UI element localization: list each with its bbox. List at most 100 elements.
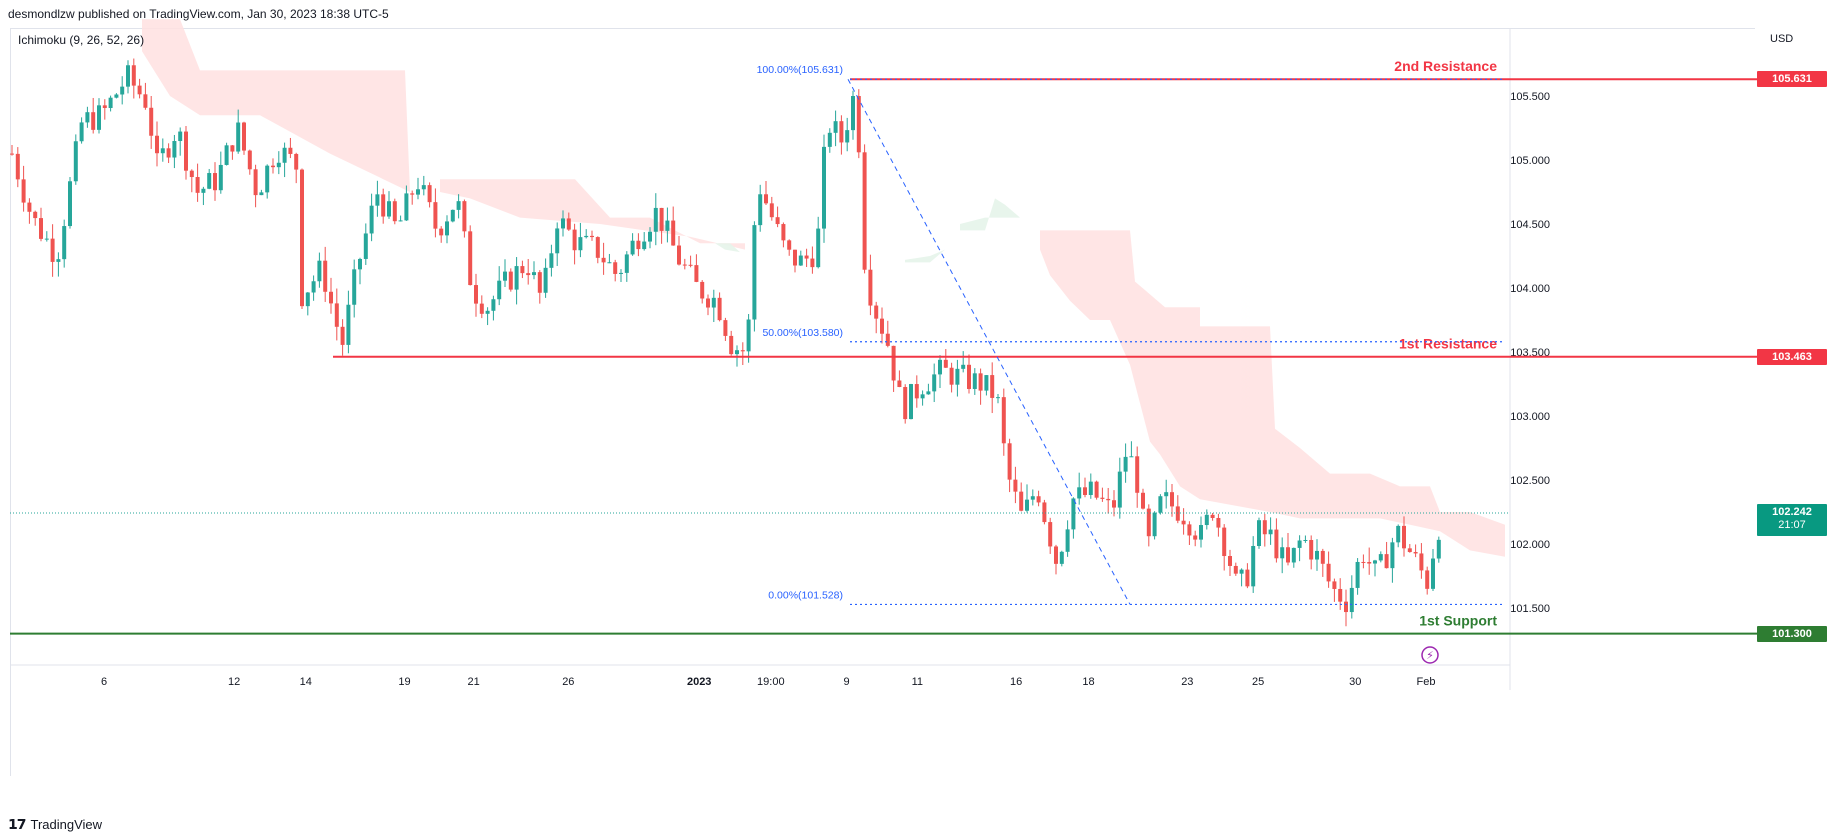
candle-body <box>468 231 473 286</box>
candle-body <box>1146 508 1151 537</box>
candle-body <box>914 384 919 399</box>
candle-body <box>1007 443 1012 480</box>
candle-body <box>259 192 264 196</box>
x-tick-label: 11 <box>912 676 923 688</box>
candle-body <box>1181 520 1186 525</box>
candle-body <box>642 241 647 250</box>
candle-body <box>636 240 641 250</box>
candle-body <box>62 226 67 260</box>
candle-body <box>822 146 826 229</box>
candle-body <box>1164 492 1169 497</box>
candle-body <box>282 147 287 163</box>
candle-body <box>439 228 444 236</box>
candle-body <box>207 173 212 189</box>
candle-body <box>590 235 594 238</box>
candle-body <box>700 281 705 299</box>
candle-body <box>735 350 739 355</box>
candle-body <box>392 201 397 222</box>
candle-body <box>50 238 55 262</box>
candle-body <box>874 305 879 319</box>
candle-body <box>665 220 670 231</box>
candle-body <box>375 194 380 206</box>
candle-body <box>984 375 989 391</box>
candle-body <box>1425 570 1430 589</box>
candle-body <box>416 189 420 195</box>
candle-body <box>1204 514 1209 526</box>
candle-body <box>1349 587 1354 613</box>
candle-body <box>427 185 432 203</box>
lightning-icon: ⚡ <box>1426 649 1434 662</box>
candle-body <box>532 272 536 276</box>
candle-body <box>1436 539 1441 559</box>
candle-body <box>276 162 281 168</box>
x-tick-label: 12 <box>228 676 240 688</box>
ichimoku-cloud-bullish <box>715 243 740 253</box>
candle-body <box>166 148 171 158</box>
candle-body <box>404 193 409 221</box>
candle-body <box>990 375 995 398</box>
candle-body <box>897 380 902 388</box>
candle-body <box>543 267 548 293</box>
candle-body <box>613 262 618 274</box>
candle-body <box>474 285 478 304</box>
fib-level-label: 100.00%(105.631) <box>757 64 843 76</box>
candle-body <box>1088 481 1093 496</box>
footer-brand[interactable]: 𝟭𝟳 TradingView <box>8 816 102 833</box>
candle-body <box>1297 540 1302 548</box>
candle-body <box>334 303 339 327</box>
candle-body <box>398 220 403 222</box>
candle-body <box>903 387 908 420</box>
candle-body <box>421 185 426 190</box>
candle-body <box>1396 525 1401 543</box>
candle-body <box>1286 547 1290 563</box>
candle-body <box>1187 524 1192 536</box>
candle-body <box>566 218 571 230</box>
candle-body <box>1326 563 1331 582</box>
candle-body <box>1123 456 1128 472</box>
candle-body <box>253 169 258 196</box>
candle-body <box>595 237 600 258</box>
candle-body <box>955 368 960 385</box>
candle-body <box>218 164 223 191</box>
candle-body <box>891 345 896 381</box>
candle-body <box>160 148 165 154</box>
candle-body <box>1228 556 1232 566</box>
candle-body <box>1210 514 1215 518</box>
candle-body <box>555 228 560 254</box>
candle-body <box>978 373 983 391</box>
fib-level-label: 0.00%(101.528) <box>768 589 843 601</box>
candle-body <box>1373 560 1377 564</box>
candle-body <box>833 121 838 133</box>
candle-body <box>1059 551 1064 564</box>
level-name: 1st Support <box>1419 613 1497 629</box>
candle-body <box>526 273 531 276</box>
candle-body <box>27 202 32 212</box>
x-tick-label: 26 <box>562 676 574 688</box>
candle-body <box>265 165 270 193</box>
candle-body <box>972 373 977 389</box>
candle-body <box>1233 565 1238 574</box>
candle-body <box>1141 492 1145 509</box>
candle-body <box>97 105 101 130</box>
candle-body <box>387 201 391 217</box>
indicator-legend[interactable]: Ichimoku (9, 26, 52, 26) <box>18 33 145 47</box>
y-tick-label: 105.000 <box>1510 155 1550 167</box>
candle-body <box>340 326 345 345</box>
candle-body <box>1048 522 1053 547</box>
candle-body <box>288 147 293 154</box>
candle-body <box>653 207 658 232</box>
candle-body <box>1106 498 1111 501</box>
candle-body <box>694 265 699 282</box>
candle-body <box>1245 569 1250 587</box>
level-name: 1st Resistance <box>1399 336 1497 352</box>
candle-body <box>746 319 751 352</box>
candle-body <box>102 105 107 108</box>
candle-body <box>619 272 623 274</box>
publisher-header: desmondlzw published on TradingView.com,… <box>8 7 389 21</box>
candle-body <box>1315 550 1319 560</box>
candle-body <box>91 112 96 130</box>
candle-body <box>224 145 229 165</box>
candle-body <box>862 152 867 270</box>
y-tick-label: 101.500 <box>1510 603 1550 615</box>
